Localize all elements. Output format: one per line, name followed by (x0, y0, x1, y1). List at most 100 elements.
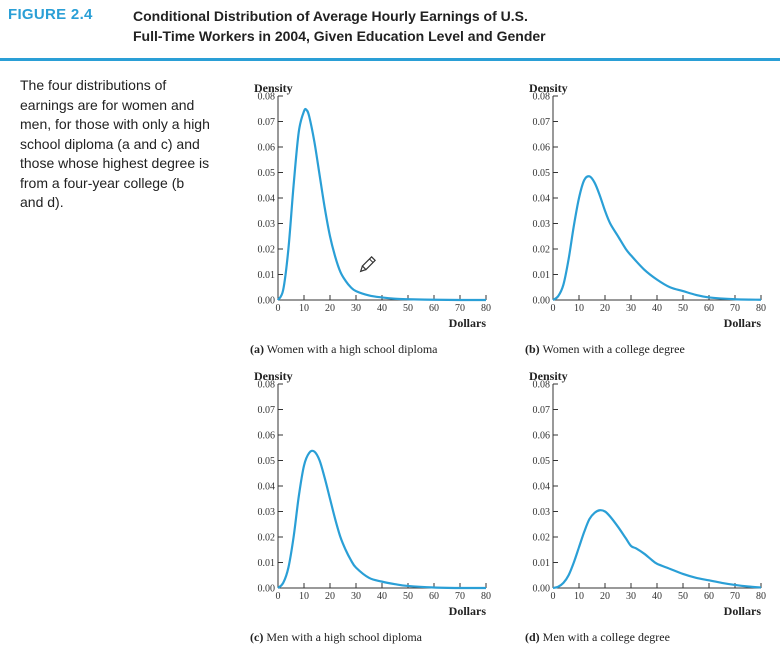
figure-title: Conditional Distribution of Average Hour… (133, 6, 733, 46)
density-curve (552, 509, 762, 590)
x-tick-label: 40 (652, 591, 662, 602)
y-tick-label: 0.03 (258, 219, 276, 230)
y-tick-label: 0.08 (533, 92, 551, 103)
subcaption-c: (c) Men with a high school diploma (250, 630, 422, 645)
x-tick-label: 10 (574, 591, 584, 602)
y-tick-label: 0.07 (258, 117, 276, 128)
y-tick-label: 0.03 (258, 507, 276, 518)
subcaption-letter: (a) (250, 342, 264, 356)
header-rule (0, 58, 780, 61)
x-axis-label: Dollars (724, 604, 762, 618)
y-tick-label: 0.06 (533, 143, 551, 154)
density-curve (552, 175, 762, 301)
y-tick-label: 0.01 (258, 558, 276, 569)
x-tick-label: 30 (351, 591, 361, 602)
y-tick-label: 0.03 (533, 507, 551, 518)
chart-d: Density 0.00 0.01 0.02 0.03 0.04 0.05 0.06 0.07 0… (529, 369, 766, 618)
y-tick-label: 0.04 (533, 482, 551, 493)
y-tick-label: 0.04 (258, 482, 276, 493)
x-tick-label: 0 (276, 303, 281, 314)
y-tick-label: 0.06 (258, 143, 276, 154)
x-tick-label: 10 (299, 591, 309, 602)
subcaption-d: (d) Men with a college degree (525, 630, 670, 645)
chart-panel-d: Density 0.00 0.01 0.02 0.03 0.04 0.05 0.06 0.07 0… (515, 368, 775, 648)
y-tick-label: 0.02 (258, 533, 276, 544)
y-tick-label: 0.02 (533, 533, 551, 544)
chart-b: Density 0.00 0.01 0.02 0.03 0.04 0.05 0.06 0.07 0… (529, 81, 766, 330)
figure-caption: The four distributions of earnings are f… (20, 77, 210, 210)
y-tick-label: 0.08 (258, 92, 276, 103)
x-tick-label: 10 (574, 303, 584, 314)
x-tick-label: 30 (626, 591, 636, 602)
y-tick-label: 0.07 (533, 405, 551, 416)
x-tick-label: 40 (377, 303, 387, 314)
subcaption-letter: (c) (250, 630, 264, 644)
x-tick-label: 80 (481, 303, 491, 314)
y-tick-label: 0.00 (258, 296, 276, 307)
x-tick-label: 10 (299, 303, 309, 314)
y-tick-label: 0.01 (533, 270, 551, 281)
y-tick-label: 0.05 (258, 456, 276, 467)
x-tick-label: 20 (325, 303, 335, 314)
x-tick-label: 0 (276, 591, 281, 602)
y-tick-label: 0.01 (258, 270, 276, 281)
x-tick-label: 60 (704, 303, 714, 314)
density-curve (277, 107, 486, 302)
y-tick-label: 0.03 (533, 219, 551, 230)
pencil-cursor-icon (359, 256, 376, 273)
y-tick-label: 0.05 (533, 456, 551, 467)
chart-a: Density 0.00 0.01 0.02 0.03 0.04 0.05 0.06 0.07 0… (254, 81, 491, 330)
y-tick-label: 0.06 (258, 431, 276, 442)
x-tick-label: 30 (626, 303, 636, 314)
density-curve (277, 449, 486, 590)
x-tick-label: 0 (551, 303, 556, 314)
x-tick-label: 50 (403, 303, 413, 314)
x-tick-label: 80 (756, 303, 766, 314)
y-tick-label: 0.02 (533, 245, 551, 256)
x-tick-label: 20 (600, 303, 610, 314)
x-tick-label: 70 (730, 591, 740, 602)
y-axis-label: Density (529, 81, 568, 95)
x-tick-label: 50 (678, 591, 688, 602)
x-tick-label: 80 (756, 591, 766, 602)
figure-title-line-2: Full-Time Workers in 2004, Given Educati… (133, 28, 546, 44)
y-axis-label: Density (254, 81, 293, 95)
y-tick-label: 0.02 (258, 245, 276, 256)
x-tick-label: 70 (455, 591, 465, 602)
subcaption-a: (a) Women with a high school diploma (250, 342, 437, 357)
chart-panel-b: Density 0.00 0.01 0.02 0.03 0.04 0.05 0.06 0.07 0… (515, 80, 775, 360)
chart-c: Density 0.00 0.01 0.02 0.03 0.04 0.05 0.06 0.07 0… (254, 369, 491, 618)
x-tick-label: 60 (429, 591, 439, 602)
x-tick-label: 50 (403, 591, 413, 602)
y-tick-label: 0.08 (533, 380, 551, 391)
y-tick-label: 0.05 (533, 168, 551, 179)
x-axis-label: Dollars (724, 316, 762, 330)
subcaption-text: Men with a college degree (542, 630, 670, 644)
x-tick-label: 60 (429, 303, 439, 314)
x-tick-label: 50 (678, 303, 688, 314)
subcaption-letter: (b) (525, 342, 540, 356)
x-tick-label: 40 (377, 591, 387, 602)
x-tick-label: 20 (325, 591, 335, 602)
chart-panel-c: Density 0.00 0.01 0.02 0.03 0.04 0.05 0.06 0.07 0… (240, 368, 500, 648)
figure-title-line-1: Conditional Distribution of Average Hour… (133, 8, 528, 24)
y-axis-label: Density (529, 369, 568, 383)
y-tick-label: 0.00 (533, 296, 551, 307)
x-axis-label: Dollars (449, 316, 487, 330)
y-tick-label: 0.04 (258, 194, 276, 205)
y-tick-label: 0.00 (258, 584, 276, 595)
x-tick-label: 70 (455, 303, 465, 314)
x-tick-label: 80 (481, 591, 491, 602)
x-tick-label: 20 (600, 591, 610, 602)
subcaption-text: Women with a high school diploma (266, 342, 438, 356)
x-tick-label: 60 (704, 591, 714, 602)
y-axis-label: Density (254, 369, 293, 383)
x-tick-label: 0 (551, 591, 556, 602)
y-tick-label: 0.00 (533, 584, 551, 595)
x-tick-label: 30 (351, 303, 361, 314)
y-tick-label: 0.01 (533, 558, 551, 569)
x-tick-label: 70 (730, 303, 740, 314)
y-tick-label: 0.07 (258, 405, 276, 416)
x-axis-label: Dollars (449, 604, 487, 618)
y-tick-label: 0.05 (258, 168, 276, 179)
